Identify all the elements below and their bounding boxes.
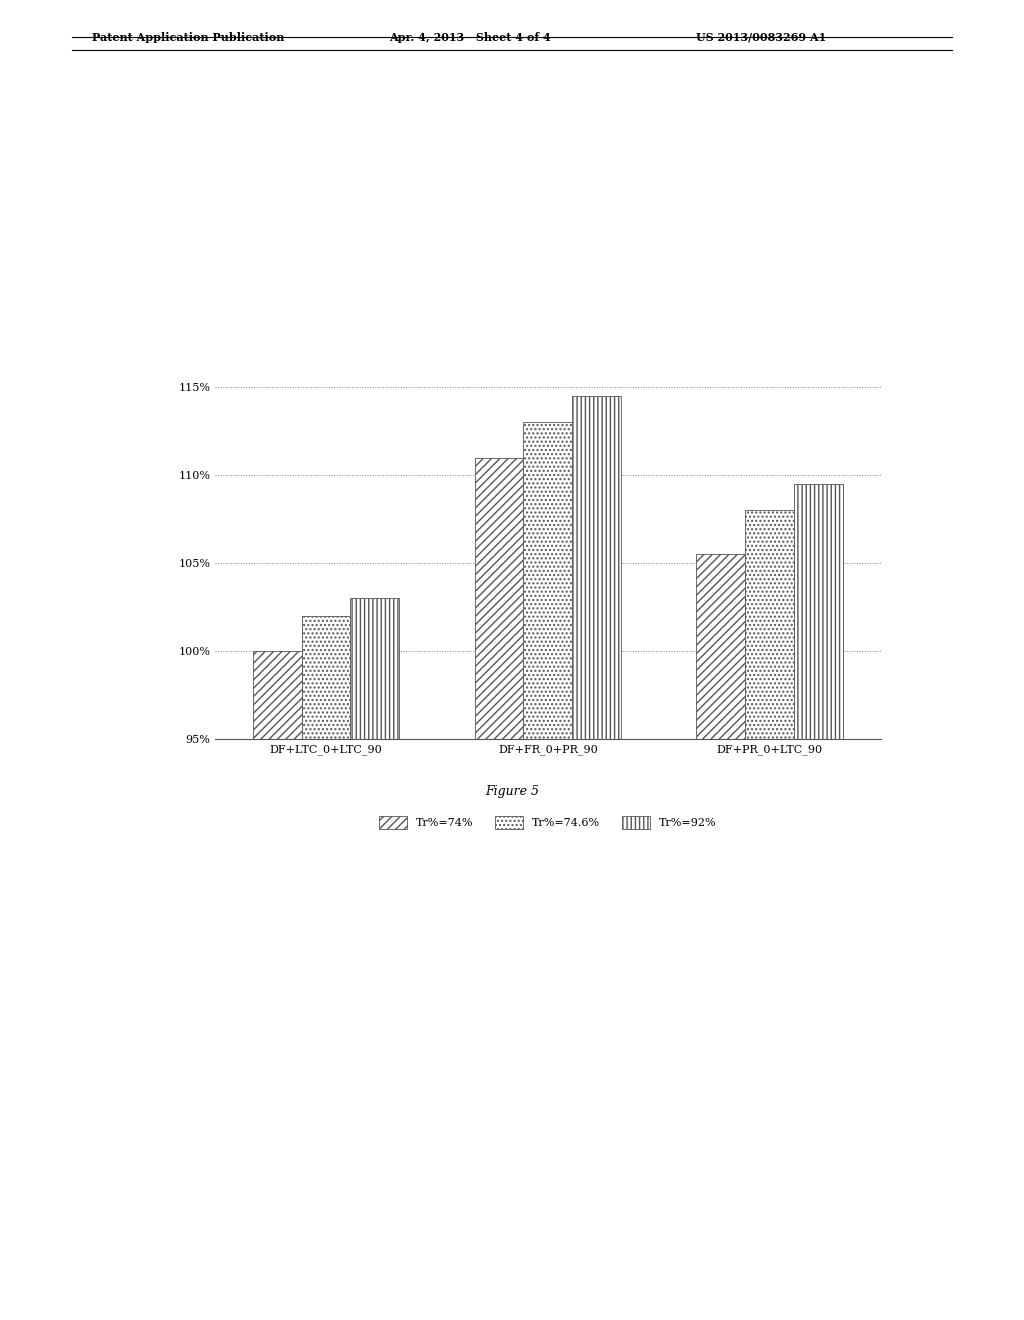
Bar [745, 511, 795, 739]
Text: Apr. 4, 2013   Sheet 4 of 4: Apr. 4, 2013 Sheet 4 of 4 [389, 32, 551, 42]
Bar [523, 422, 572, 739]
Text: Patent Application Publication: Patent Application Publication [92, 32, 285, 42]
Legend: Tr%=74%, Tr%=74.6%, Tr%=92%: Tr%=74%, Tr%=74.6%, Tr%=92% [375, 812, 721, 834]
Bar [475, 458, 523, 739]
Bar [253, 651, 302, 739]
Text: Figure 5: Figure 5 [485, 785, 539, 799]
Bar [350, 598, 399, 739]
Bar [302, 616, 350, 739]
Bar [572, 396, 621, 739]
Text: US 2013/0083269 A1: US 2013/0083269 A1 [696, 32, 826, 42]
Bar [795, 484, 843, 739]
Bar [696, 554, 745, 739]
